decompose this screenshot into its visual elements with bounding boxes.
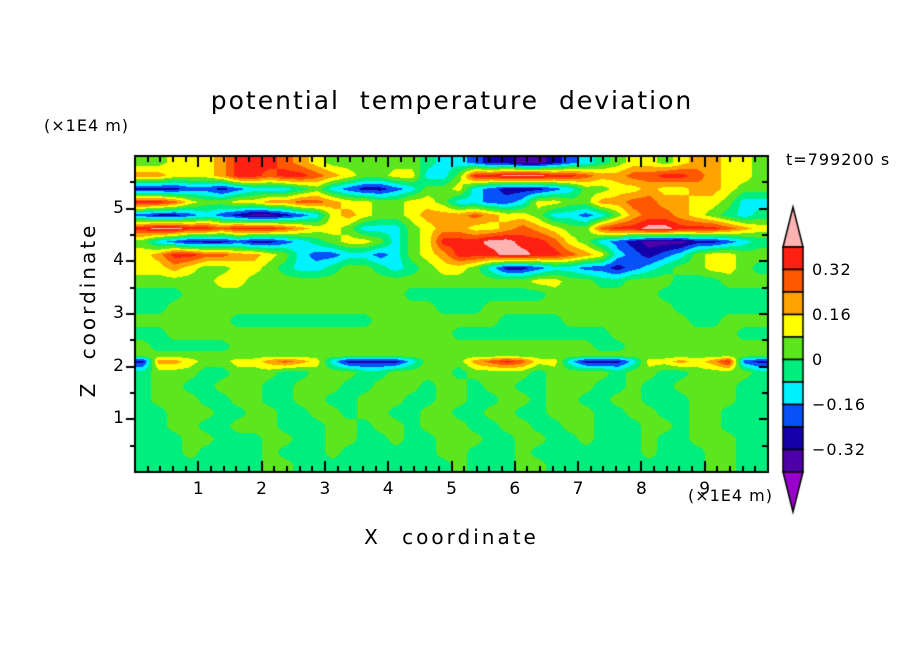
x-tick-label: 1 xyxy=(192,479,204,499)
colorbar-tick-label: 0.32 xyxy=(812,259,852,279)
x-tick-label: 3 xyxy=(319,479,331,499)
z-axis-unit-label: (×1E4 m) xyxy=(44,116,130,135)
colorbar-tick-label: −0.32 xyxy=(812,439,867,459)
time-annotation: t=799200 s xyxy=(786,150,891,169)
z-tick-label: 4 xyxy=(113,250,124,271)
colorbar-tick-label: −0.16 xyxy=(812,394,867,414)
x-tick-label: 6 xyxy=(509,479,521,499)
colorbar-tick-label: 0 xyxy=(812,349,824,369)
z-tick-label: 1 xyxy=(113,408,124,429)
x-tick-label: 2 xyxy=(256,479,267,499)
x-axis-unit-label: (×1E4 m) xyxy=(687,486,773,505)
page-title: potential temperature deviation xyxy=(210,86,694,115)
x-tick-label: 5 xyxy=(446,479,457,499)
colorbar-tick-label: 0.16 xyxy=(812,304,852,324)
x-tick-label: 7 xyxy=(572,479,584,499)
x-axis-title: X coordinate xyxy=(364,525,539,549)
z-tick-label: 2 xyxy=(113,355,124,376)
x-tick-label: 8 xyxy=(635,479,647,499)
x-tick-label: 9 xyxy=(699,479,711,499)
z-tick-label: 5 xyxy=(113,197,124,218)
x-tick-label: 4 xyxy=(382,479,394,499)
z-tick-label: 3 xyxy=(113,303,124,323)
